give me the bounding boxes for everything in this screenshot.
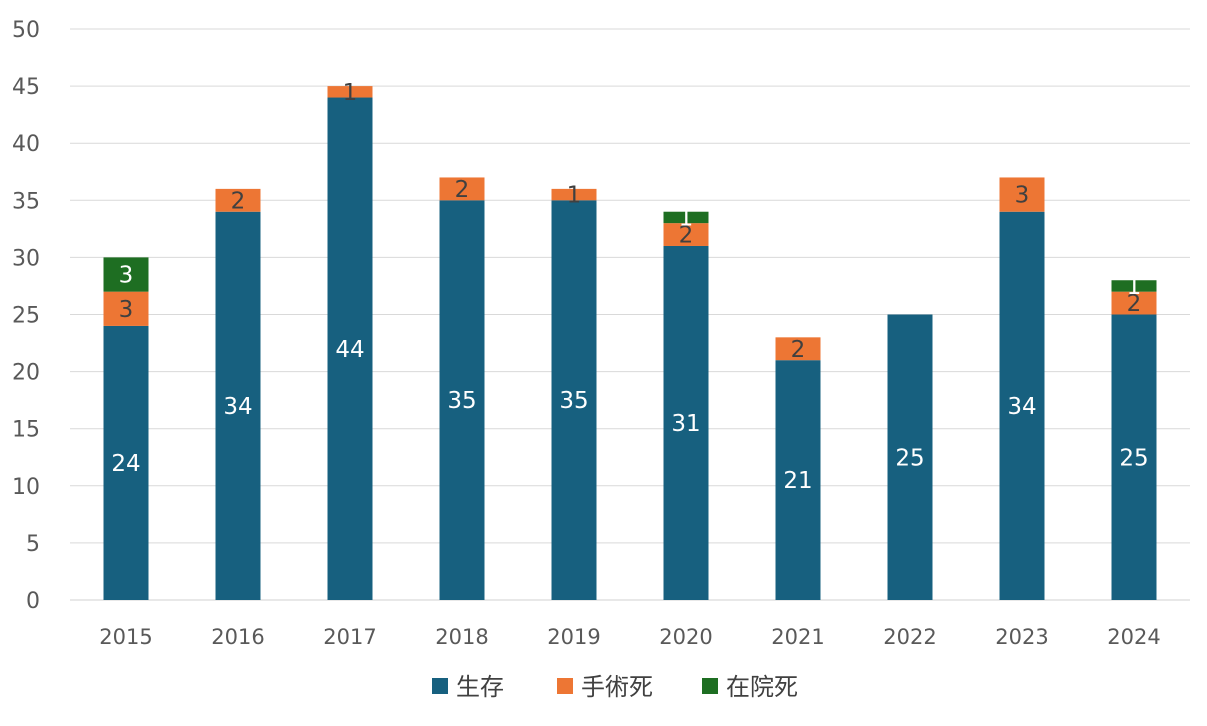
bar-segment (775, 360, 821, 600)
data-label: 34 (223, 394, 252, 420)
legend-item: 在院死 (702, 673, 798, 701)
y-tick-label: 30 (12, 246, 40, 271)
legend-swatch (557, 678, 573, 694)
y-tick-label: 0 (26, 589, 40, 614)
data-label: 34 (1007, 394, 1036, 420)
x-tick-label: 2016 (211, 625, 264, 649)
legend-swatch (432, 678, 448, 694)
data-label: 25 (1119, 445, 1148, 471)
x-tick-label: 2020 (659, 625, 712, 649)
data-label: 25 (895, 445, 924, 471)
data-label: 3 (1015, 183, 1030, 209)
y-tick-label: 20 (12, 361, 40, 386)
bar-segment (327, 97, 373, 601)
data-label: 1 (679, 205, 694, 231)
bar-segment (887, 314, 933, 600)
bar-segment (327, 86, 373, 98)
bar-segment (439, 200, 485, 601)
bar-segment (551, 188, 597, 201)
data-label: 3 (119, 263, 134, 289)
data-label: 31 (671, 411, 700, 437)
y-axis-ticks: 0 5 10 15 20 25 30 35 40 45 50 (12, 18, 40, 614)
bar-segment (999, 211, 1045, 600)
legend-label: 在院死 (726, 673, 798, 701)
bar-segment (103, 291, 149, 326)
x-tick-label: 2018 (435, 625, 488, 649)
data-label: 1 (1127, 274, 1142, 300)
x-tick-label: 2019 (547, 625, 600, 649)
bar-segment (663, 223, 709, 246)
x-tick-label: 2017 (323, 625, 376, 649)
x-tick-label: 2023 (995, 625, 1048, 649)
y-tick-label: 45 (12, 75, 40, 100)
data-label: 35 (559, 388, 588, 414)
y-tick-label: 35 (12, 189, 40, 214)
x-tick-label: 2015 (99, 625, 152, 649)
bar-segment (551, 200, 597, 601)
bar-segment (1111, 291, 1157, 315)
legend: 生存 手術死 在院死 (432, 673, 798, 701)
data-label: 2 (1127, 291, 1142, 317)
bar-segment (439, 177, 485, 201)
x-tick-label: 2022 (883, 625, 936, 649)
data-label: 1 (343, 80, 358, 106)
data-label: 44 (335, 337, 364, 363)
y-tick-label: 50 (12, 18, 40, 43)
bars (103, 86, 1157, 601)
bar-segment (1111, 280, 1157, 292)
bar-segment (215, 188, 261, 212)
legend-item: 手術死 (557, 673, 653, 701)
x-axis-ticks: 2015 2016 2017 2018 2019 2020 2021 2022 2023 2024 (99, 625, 1160, 649)
data-label: 35 (447, 388, 476, 414)
data-label: 2 (791, 337, 806, 363)
bar-segment (663, 211, 709, 224)
y-tick-label: 10 (12, 475, 40, 500)
y-tick-label: 25 (12, 304, 40, 329)
bar-segment (103, 257, 149, 292)
bar-segment (215, 211, 261, 600)
legend-swatch (702, 678, 718, 694)
x-tick-label: 2021 (771, 625, 824, 649)
data-label: 2 (455, 177, 470, 203)
bar-segment (775, 337, 821, 361)
bar-segment (103, 325, 149, 600)
y-tick-label: 40 (12, 132, 40, 157)
data-label: 24 (111, 451, 140, 477)
legend-item: 生存 (432, 673, 504, 701)
data-label: 2 (231, 188, 246, 214)
legend-label: 生存 (456, 673, 504, 701)
data-label: 3 (119, 297, 134, 323)
data-label: 2 (679, 223, 694, 249)
y-tick-label: 15 (12, 418, 40, 443)
data-label: 21 (783, 468, 812, 494)
bar-segment (999, 177, 1045, 212)
bar-segment (663, 245, 709, 601)
y-tick-label: 5 (26, 532, 40, 557)
x-tick-label: 2024 (1107, 625, 1160, 649)
data-label: 1 (567, 183, 582, 209)
bar-segment (1111, 314, 1157, 600)
legend-label: 手術死 (581, 673, 653, 701)
